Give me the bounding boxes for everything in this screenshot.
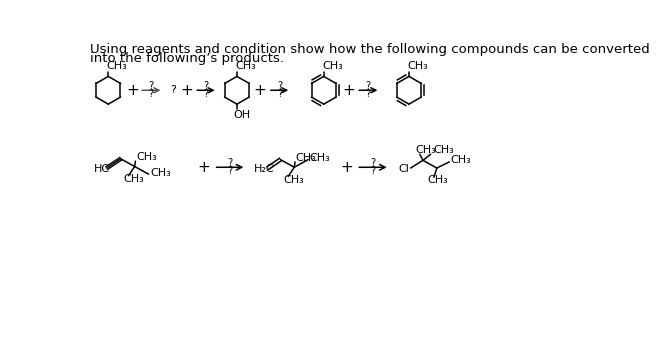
Text: OH: OH — [234, 110, 251, 120]
Text: +: + — [254, 83, 267, 98]
Text: CH₃: CH₃ — [434, 145, 454, 155]
Text: ?: ? — [203, 89, 208, 99]
Text: CH₃: CH₃ — [407, 61, 428, 71]
Text: Cl: Cl — [398, 164, 409, 174]
Text: ?: ? — [277, 89, 282, 99]
Text: ?: ? — [370, 166, 375, 176]
Text: ?: ? — [370, 158, 375, 168]
Text: +: + — [341, 160, 353, 175]
Text: CH₃: CH₃ — [150, 168, 171, 178]
Text: Using reagents and condition show how the following compounds can be converted: Using reagents and condition show how th… — [90, 43, 649, 56]
Text: CH₃: CH₃ — [428, 175, 448, 185]
Text: ?: ? — [148, 81, 154, 92]
Text: CH₃: CH₃ — [136, 152, 157, 162]
Text: CH₃: CH₃ — [124, 174, 144, 184]
Text: ?: ? — [365, 89, 371, 99]
Text: +: + — [197, 160, 210, 175]
Text: ?: ? — [227, 166, 232, 176]
Text: CH₃: CH₃ — [235, 61, 256, 71]
Text: ?: ? — [203, 81, 208, 92]
Text: CH₃: CH₃ — [451, 155, 472, 165]
Text: CH₃: CH₃ — [283, 175, 304, 184]
Text: into the following’s products.: into the following’s products. — [90, 52, 284, 65]
Text: CH₃: CH₃ — [415, 145, 436, 155]
Text: ?: ? — [365, 81, 371, 92]
Text: CH₃: CH₃ — [322, 61, 343, 71]
Text: +: + — [180, 83, 193, 98]
Text: +: + — [126, 83, 139, 98]
Text: +: + — [342, 83, 355, 98]
Text: ?: ? — [170, 85, 176, 95]
Text: CH₃: CH₃ — [310, 153, 331, 163]
Text: CH₃: CH₃ — [107, 61, 128, 71]
Text: H₂C: H₂C — [254, 164, 275, 174]
Text: ?: ? — [148, 89, 154, 99]
Text: HC: HC — [94, 164, 110, 174]
Text: ?: ? — [277, 81, 282, 92]
Text: ?: ? — [227, 158, 232, 168]
Text: CH₃: CH₃ — [295, 153, 316, 163]
